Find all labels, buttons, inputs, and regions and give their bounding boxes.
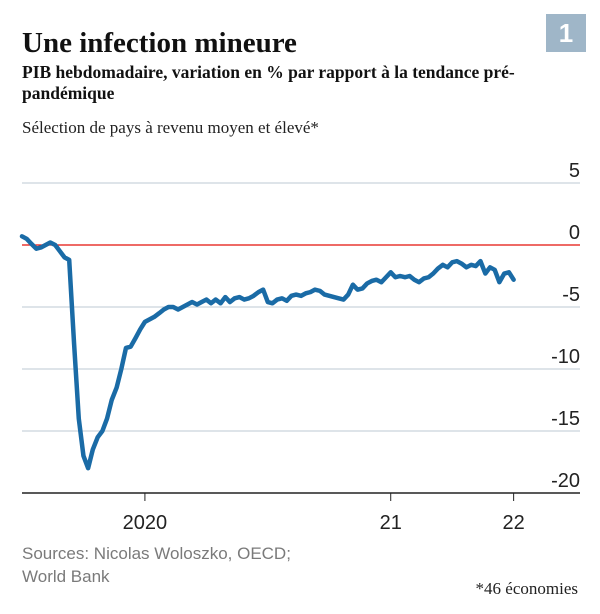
y-tick-label: -10	[551, 346, 580, 368]
source: Sources: Nicolas Woloszko, OECD; World B…	[22, 544, 291, 586]
y-tick-label: -5	[562, 284, 580, 306]
chart-subtitle: PIB hebdomadaire, variation en % par rap…	[22, 62, 515, 103]
badge-box	[546, 14, 586, 52]
badge: 1	[559, 18, 573, 48]
data-line	[19, 234, 516, 471]
y-tick-label: -15	[551, 408, 580, 430]
y-tick-label: -20	[551, 470, 580, 492]
x-tick-label: 2020	[123, 512, 168, 534]
y-tick-label: 5	[569, 160, 580, 182]
source-box: Sources: Nicolas Woloszko, OECD; World B…	[22, 544, 291, 586]
plot: 5 0 -5 -10 -15 -20 2020 21 22	[19, 160, 580, 534]
footnote: *46 économies	[476, 579, 578, 598]
chart-title: Une infection mineure	[22, 27, 297, 59]
x-tick-label: 21	[380, 512, 402, 534]
chart-description: Sélection de pays à revenu moyen et élev…	[22, 118, 319, 137]
x-tick-label: 22	[503, 512, 525, 534]
subtitle-box: PIB hebdomadaire, variation en % par rap…	[22, 62, 515, 103]
y-tick-label: 0	[569, 222, 580, 244]
